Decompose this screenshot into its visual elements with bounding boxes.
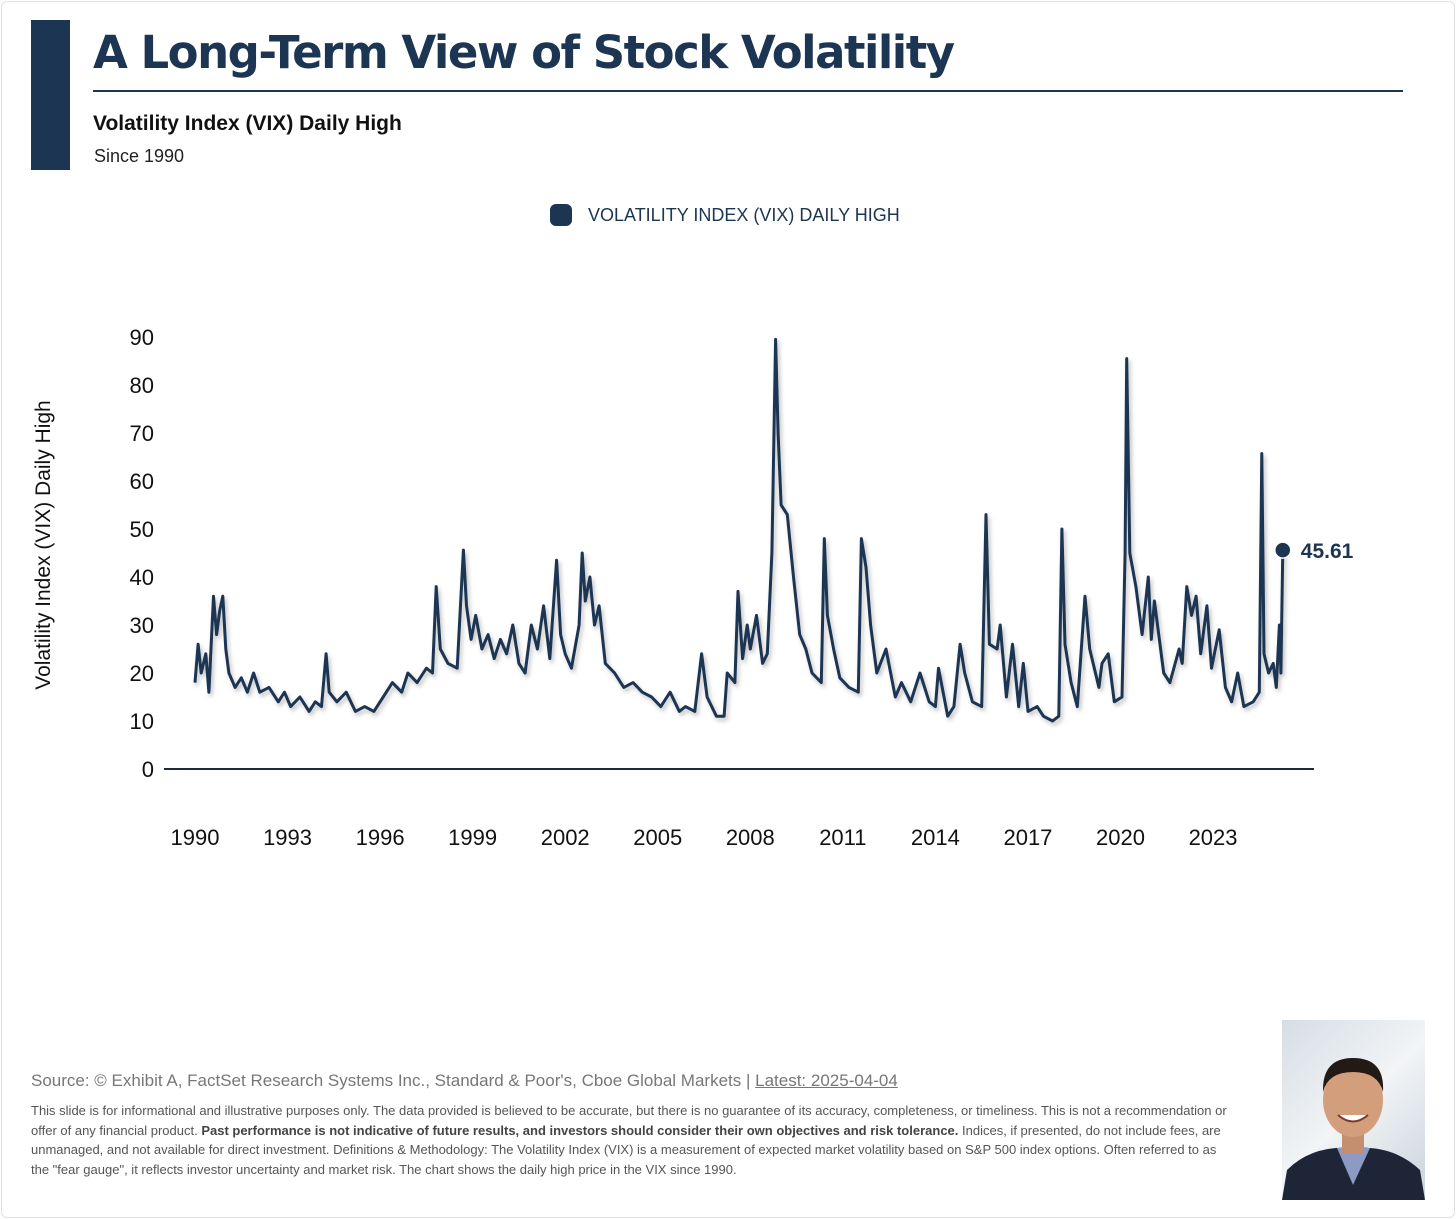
y-tick-label: 80: [130, 373, 154, 398]
chart-subtitle: Volatility Index (VIX) Daily High: [93, 112, 402, 135]
legend: VOLATILITY INDEX (VIX) DAILY HIGH: [550, 204, 900, 226]
y-tick-label: 60: [130, 469, 154, 494]
y-tick-label: 0: [142, 757, 154, 782]
y-tick-label: 20: [130, 661, 154, 686]
disclaimer-text-2: Indices, if presented, do not include fe…: [31, 1122, 1221, 1177]
disclaimer-text-1: This slide is for informational and illu…: [31, 1103, 1227, 1138]
y-tick-label: 10: [130, 709, 154, 734]
y-tick-label: 40: [130, 565, 154, 590]
accent-bar: [31, 20, 70, 170]
x-tick-label: 2002: [541, 825, 590, 850]
latest-point-marker: [1274, 541, 1292, 559]
person-portrait-icon: [1282, 1058, 1425, 1200]
legend-swatch-icon: [550, 204, 572, 226]
x-tick-label: 2014: [911, 825, 960, 850]
x-tick-label: 2017: [1003, 825, 1052, 850]
vix-series-line: [193, 337, 1285, 723]
x-tick-label: 1990: [171, 825, 220, 850]
author-photo: [1282, 1020, 1425, 1200]
latest-date-link[interactable]: Latest: 2025-04-04: [755, 1071, 898, 1090]
y-tick-label: 30: [130, 613, 154, 638]
chart-since: Since 1990: [94, 146, 185, 166]
y-tick-label: 50: [130, 517, 154, 542]
x-tick-label: 2023: [1189, 825, 1238, 850]
x-tick-label: 2005: [633, 825, 682, 850]
disclaimer: This slide is for informational and illu…: [31, 1101, 1231, 1179]
source-line: Source: © Exhibit A, FactSet Research Sy…: [31, 1071, 898, 1091]
source-text: Source: © Exhibit A, FactSet Research Sy…: [31, 1071, 756, 1090]
y-tick-label: 90: [130, 325, 154, 350]
latest-value-label: 45.61: [1301, 540, 1354, 563]
disclaimer-bold: Past performance is not indicative of fu…: [201, 1122, 959, 1138]
legend-label: VOLATILITY INDEX (VIX) DAILY HIGH: [588, 204, 900, 225]
vix-chart: 0 10 20 30 40 50 60 70 80 90 1990 1993 1996 1999 2002 2…: [32, 325, 1354, 850]
x-tick-label: 2011: [819, 825, 866, 850]
y-axis-label: Volatility Index (VIX) Daily High: [32, 400, 55, 689]
page-title: A Long-Term View of Stock Volatility: [93, 26, 955, 79]
title-divider: [93, 90, 1403, 92]
x-tick-label: 1993: [263, 825, 312, 850]
x-tick-label: 1999: [448, 825, 497, 850]
x-tick-label: 2020: [1096, 825, 1145, 850]
x-tick-label: 1996: [356, 825, 405, 850]
x-tick-label: 2008: [726, 825, 775, 850]
y-tick-label: 70: [130, 421, 154, 446]
